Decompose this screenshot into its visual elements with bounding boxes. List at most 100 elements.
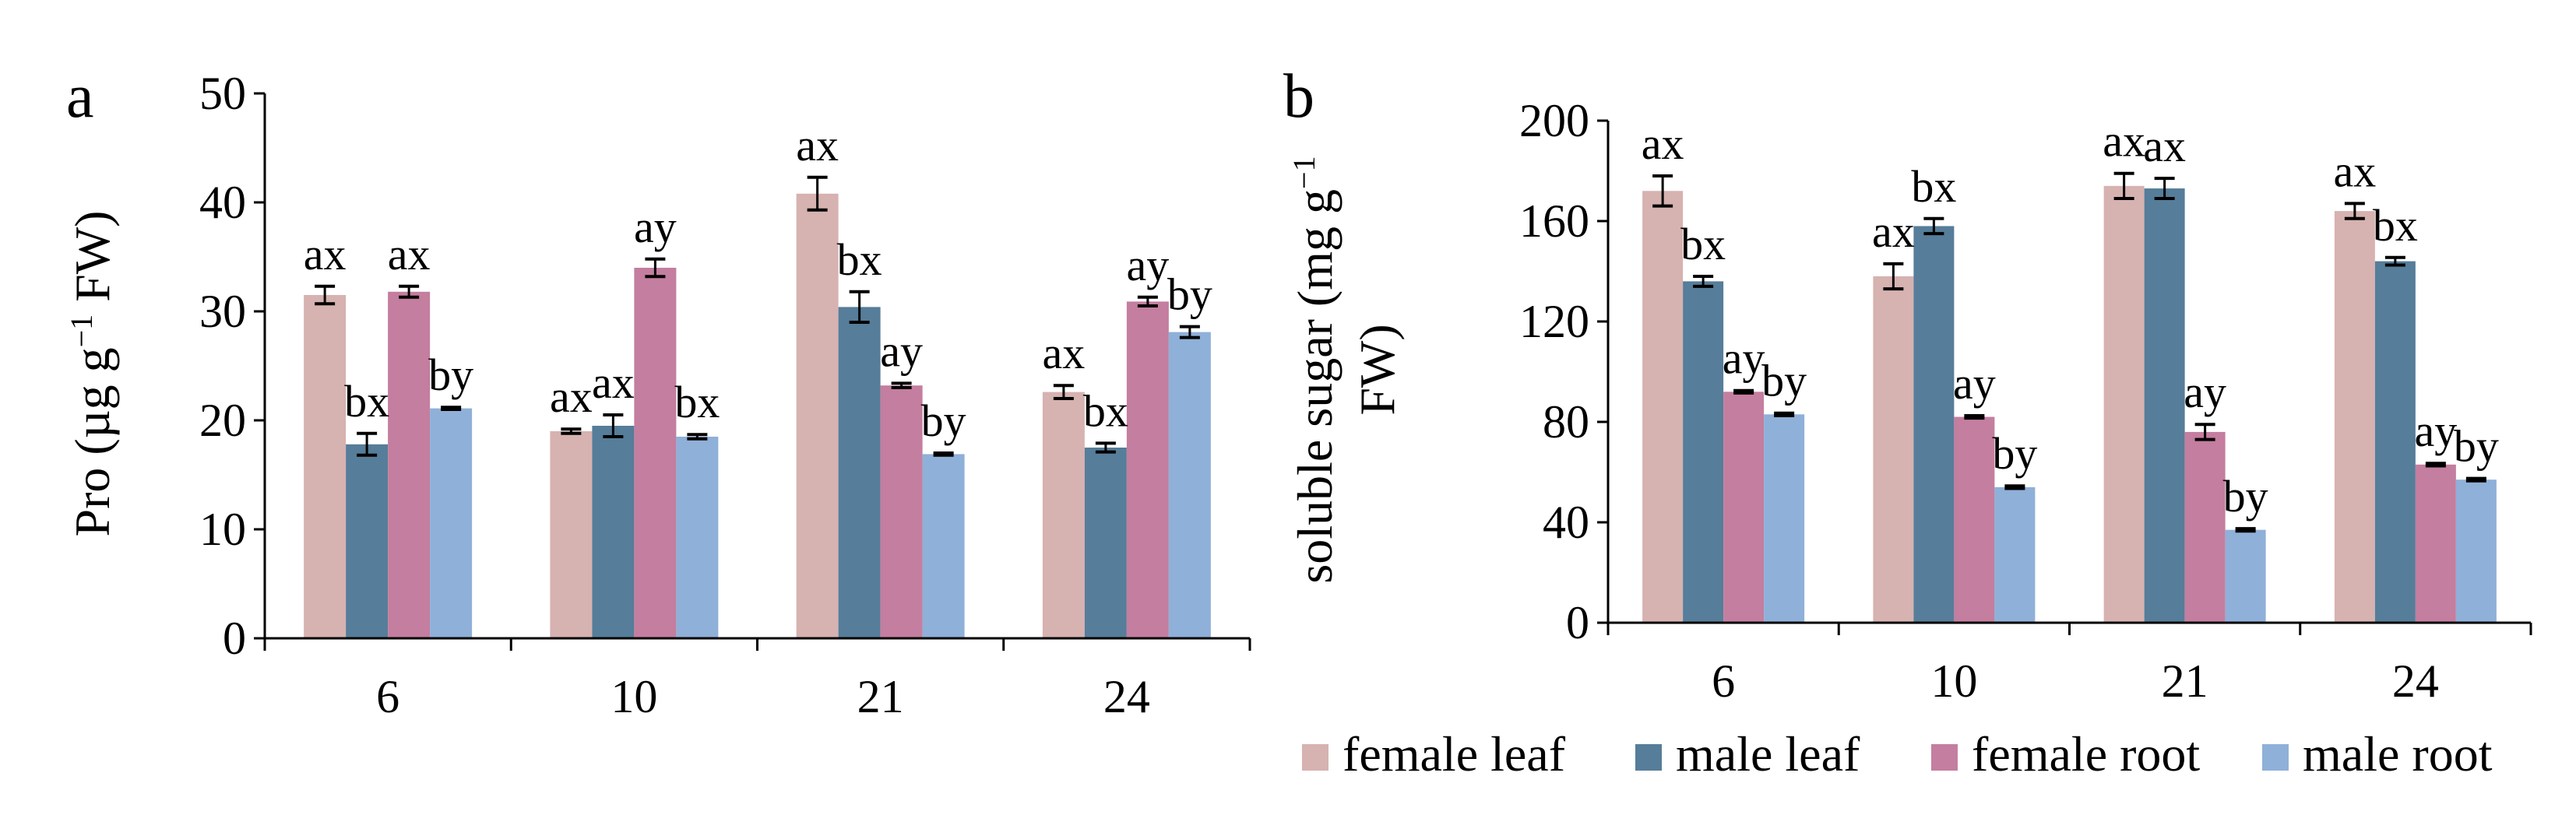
panel-b-y-tick-label: 160	[1519, 195, 1589, 247]
bar-a-female-leaf-6	[304, 295, 347, 638]
error-bar-a-female-root-21	[891, 381, 912, 389]
bar-a-male-leaf-10	[592, 426, 635, 638]
panel-b-y-tick-label: 200	[1519, 95, 1589, 146]
sig-label-b-male-root-24: by	[2454, 421, 2499, 472]
sig-label-a-female-root-24: ay	[1127, 240, 1170, 290]
sig-label-a-female-root-21: ay	[880, 325, 923, 376]
panel-a-ylabel-sup: −1	[64, 314, 99, 348]
panel-a-ylabel-main: Pro (µg g	[65, 347, 120, 536]
panel-b-bars	[1642, 185, 2497, 624]
panel-a-label: a	[66, 62, 94, 131]
error-bar-b-male-root-21	[2235, 527, 2256, 533]
panel-a-error-bars	[315, 175, 1200, 457]
panel-a-x-tick-label: 24	[1103, 671, 1150, 722]
error-bar-b-male-root-10	[2004, 484, 2025, 490]
bar-a-male-root-6	[430, 408, 473, 638]
panel-a-y-tick-label: 50	[199, 68, 246, 119]
panel-b-x-tick-label: 6	[1712, 655, 1735, 707]
bar-b-female-root-6	[1723, 392, 1765, 623]
sig-label-b-female-root-21: ay	[2184, 367, 2226, 417]
panel-b-ticks	[1597, 119, 2532, 635]
sig-label-a-male-leaf-24: bx	[1083, 385, 1128, 436]
sig-label-b-female-leaf-21: ax	[2103, 116, 2145, 167]
panel-b-ylabel-line1: soluble sugar (mg g−1	[1286, 156, 1343, 583]
bar-b-female-leaf-10	[1873, 276, 1914, 623]
error-bar-b-female-root-24	[2425, 462, 2446, 468]
bar-b-male-leaf-6	[1683, 281, 1724, 623]
sig-label-b-female-root-10: ay	[1953, 358, 1996, 409]
bar-b-male-leaf-24	[2374, 261, 2416, 623]
sig-label-b-female-root-6: ay	[1723, 333, 1765, 384]
sig-label-b-male-root-21: by	[2223, 471, 2268, 522]
sig-label-a-male-root-21: by	[921, 395, 966, 446]
sig-label-a-female-root-10: ay	[634, 202, 677, 252]
panel-a-y-tick-label: 10	[199, 504, 246, 555]
sig-label-b-female-root-24: ay	[2415, 406, 2458, 456]
error-bar-b-male-leaf-6	[1693, 274, 1714, 288]
bar-a-male-leaf-21	[838, 307, 881, 638]
legend-label-female-root: female root	[1972, 726, 2200, 782]
sig-label-a-male-leaf-6: bx	[344, 376, 389, 427]
panel-a-y-tick-label: 0	[223, 613, 246, 664]
bar-b-male-leaf-21	[2144, 188, 2185, 623]
sig-label-b-male-root-10: by	[1992, 428, 2037, 479]
legend-label-male-leaf: male leaf	[1676, 726, 1860, 782]
sig-label-b-male-leaf-10: bx	[1911, 161, 1956, 212]
panel-b-y-tick-label: 80	[1543, 396, 1589, 448]
error-bar-a-female-root-6	[399, 284, 420, 299]
sig-label-b-male-leaf-21: ax	[2143, 121, 2186, 171]
error-bar-a-male-root-6	[441, 406, 462, 411]
bar-a-male-root-24	[1168, 332, 1211, 638]
legend-swatch-female-leaf	[1302, 744, 1328, 771]
panel-a-y-tick-label: 40	[199, 177, 246, 228]
sig-label-b-female-leaf-24: ax	[2334, 146, 2377, 196]
error-bar-b-female-leaf-10	[1883, 262, 1904, 291]
sig-label-a-male-leaf-10: ax	[592, 357, 635, 408]
panel-a-x-tick-labels: 6 10 21 24	[376, 671, 1150, 722]
panel-b-y-tick-label: 0	[1566, 597, 1589, 648]
bar-a-female-root-10	[634, 268, 677, 638]
error-bar-b-male-root-24	[2465, 476, 2486, 483]
legend-swatch-male-leaf	[1635, 744, 1662, 771]
error-bar-b-male-leaf-10	[1923, 216, 1944, 236]
sig-label-b-female-leaf-10: ax	[1872, 206, 1915, 257]
bar-a-male-leaf-24	[1084, 448, 1127, 638]
legend: female leaf male leaf female root male r…	[1302, 726, 2493, 782]
error-bar-a-female-root-24	[1137, 295, 1158, 307]
error-bar-b-male-root-6	[1774, 411, 1795, 417]
bar-b-male-root-24	[2455, 479, 2497, 623]
panel-b-x-tick-label: 21	[2162, 655, 2208, 707]
error-bar-a-female-leaf-10	[561, 427, 582, 435]
legend-swatch-male-root	[2262, 744, 2289, 771]
bar-b-female-root-10	[1954, 416, 1995, 623]
error-bar-a-male-leaf-10	[603, 413, 624, 438]
panel-a-y-tick-label: 30	[199, 286, 246, 337]
panel-b-label: b	[1283, 62, 1314, 131]
error-bar-b-female-root-21	[2194, 423, 2215, 441]
sig-label-b-male-leaf-6: bx	[1680, 219, 1726, 269]
bar-a-female-leaf-24	[1042, 392, 1085, 638]
error-bar-b-male-leaf-21	[2154, 177, 2175, 200]
legend-swatch-female-root	[1931, 744, 1958, 771]
panel-a-y-tick-labels: 0 10 20 30 40 50	[199, 68, 246, 664]
panel-a-y-tick-label: 20	[199, 395, 246, 446]
panel-b-error-bars	[1652, 171, 2486, 533]
panel-a-ylabel: Pro (µg g−1 FW)	[64, 211, 120, 537]
panel-b-ylabel-line1-main: soluble sugar (mg g	[1287, 189, 1343, 584]
panel-a-bars	[304, 193, 1211, 639]
panel-b-y-tick-labels: 0 40 80 120 160 200	[1519, 95, 1589, 648]
panel-a-x-tick-label: 6	[376, 671, 399, 722]
sig-label-a-male-root-6: by	[428, 350, 473, 400]
error-bar-b-female-leaf-6	[1652, 174, 1673, 208]
panel-b-y-tick-label: 120	[1519, 296, 1589, 347]
sig-label-a-female-leaf-21: ax	[796, 120, 839, 170]
panel-a-ylabel-tail: FW)	[65, 211, 120, 314]
legend-label-male-root: male root	[2303, 726, 2493, 782]
panel-b-ylabel-line1-sup: −1	[1286, 156, 1321, 189]
error-bar-a-male-leaf-6	[357, 431, 378, 457]
bar-a-female-root-21	[880, 385, 923, 638]
